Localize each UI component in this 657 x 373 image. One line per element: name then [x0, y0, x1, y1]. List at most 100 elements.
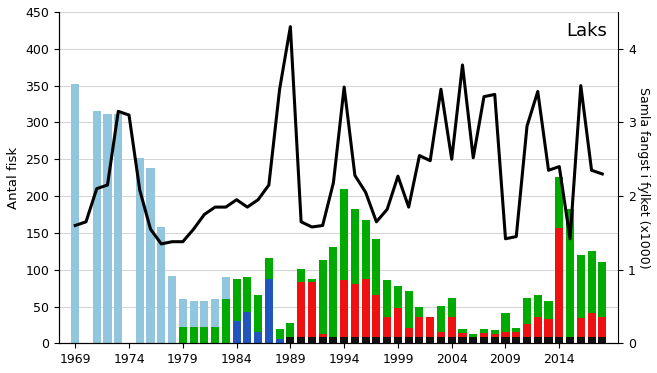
Bar [545, 338, 553, 343]
Bar [179, 327, 187, 343]
Bar [243, 277, 252, 312]
Bar [351, 209, 359, 284]
Bar [599, 261, 606, 317]
Bar [415, 307, 424, 317]
Bar [136, 158, 144, 343]
Bar [340, 280, 348, 338]
Bar [361, 220, 370, 279]
Bar [437, 306, 445, 332]
Bar [319, 338, 327, 343]
Bar [351, 284, 359, 338]
Bar [383, 280, 391, 317]
Bar [523, 298, 531, 324]
Bar [555, 228, 563, 338]
Bar [361, 279, 370, 338]
Bar [491, 338, 499, 343]
Bar [265, 258, 273, 279]
Bar [275, 329, 284, 339]
Bar [71, 84, 79, 343]
Bar [361, 338, 370, 343]
Bar [437, 338, 445, 343]
Bar [566, 338, 574, 343]
Bar [405, 291, 413, 328]
Bar [491, 330, 499, 334]
Bar [415, 317, 424, 338]
Bar [340, 189, 348, 280]
Bar [501, 338, 510, 343]
Bar [447, 317, 456, 338]
Bar [469, 334, 477, 338]
Bar [577, 317, 585, 338]
Bar [469, 338, 477, 343]
Bar [329, 247, 338, 338]
Bar [254, 332, 262, 343]
Bar [373, 295, 380, 338]
Bar [491, 334, 499, 338]
Bar [319, 260, 327, 334]
Bar [599, 317, 606, 338]
Y-axis label: Antal fisk: Antal fisk [7, 147, 20, 209]
Bar [211, 327, 219, 343]
Bar [329, 338, 338, 343]
Bar [383, 338, 391, 343]
Bar [308, 279, 316, 282]
Bar [459, 329, 466, 333]
Bar [114, 113, 122, 343]
Bar [103, 113, 112, 343]
Bar [545, 319, 553, 338]
Bar [394, 338, 402, 343]
Bar [297, 282, 305, 338]
Bar [480, 329, 488, 333]
Bar [501, 332, 510, 338]
Bar [211, 299, 219, 343]
Bar [523, 338, 531, 343]
Bar [426, 338, 434, 343]
Bar [447, 298, 456, 317]
Bar [512, 328, 520, 332]
Bar [523, 324, 531, 338]
Bar [501, 313, 510, 332]
Bar [577, 255, 585, 317]
Bar [254, 295, 262, 332]
Bar [222, 299, 230, 343]
Bar [93, 112, 101, 343]
Bar [157, 227, 166, 343]
Bar [415, 338, 424, 343]
Bar [351, 338, 359, 343]
Bar [405, 328, 413, 338]
Bar [189, 301, 198, 343]
Bar [533, 317, 542, 338]
Bar [555, 177, 563, 228]
Bar [577, 338, 585, 343]
Bar [189, 327, 198, 343]
Bar [566, 209, 574, 338]
Bar [373, 239, 380, 295]
Bar [405, 338, 413, 343]
Bar [275, 339, 284, 343]
Bar [437, 332, 445, 338]
Bar [308, 338, 316, 343]
Bar [459, 333, 466, 338]
Bar [383, 317, 391, 338]
Bar [533, 295, 542, 317]
Bar [394, 308, 402, 338]
Bar [286, 323, 294, 343]
Bar [222, 277, 230, 343]
Bar [545, 301, 553, 319]
Bar [340, 338, 348, 343]
Bar [587, 251, 596, 313]
Bar [480, 338, 488, 343]
Bar [179, 299, 187, 343]
Bar [533, 338, 542, 343]
Bar [233, 321, 240, 343]
Bar [587, 338, 596, 343]
Bar [373, 338, 380, 343]
Bar [297, 338, 305, 343]
Bar [233, 279, 240, 321]
Bar [265, 279, 273, 343]
Bar [512, 338, 520, 343]
Bar [319, 334, 327, 338]
Bar [555, 338, 563, 343]
Bar [587, 313, 596, 338]
Bar [297, 269, 305, 282]
